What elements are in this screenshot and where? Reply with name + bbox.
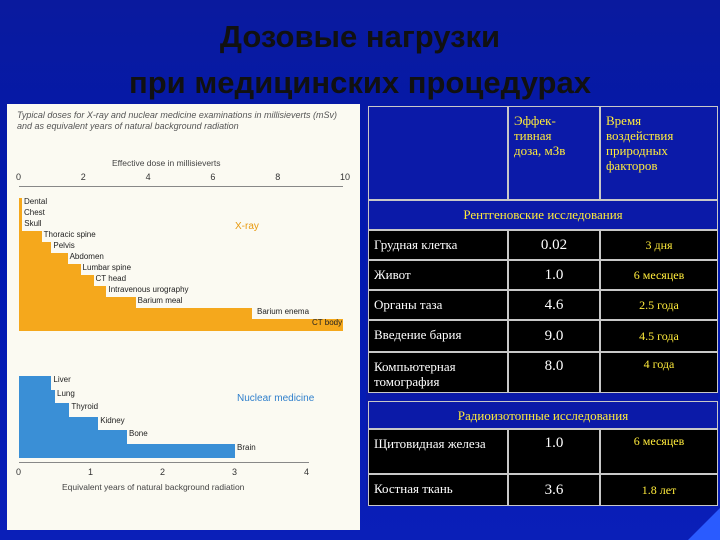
row-period: 6 месяцев [600,260,718,290]
bottom-axis-label: Equivalent years of natural background r… [62,482,245,492]
bar-label: Barium enema [257,307,310,316]
dose-figure: Typical doses for X-ray and nuclear medi… [7,104,360,530]
row-name: Грудная клетка [368,230,508,260]
row-dose: 0.02 [508,230,600,260]
bar-label: CT body [312,318,343,327]
row-period: 6 месяцев [600,429,718,474]
bar-ct-head [19,275,94,287]
corner-decoration [688,508,720,540]
bar-brain [19,443,235,458]
nuclear-section-label: Nuclear medicine [237,393,315,404]
top-tick-label: 4 [145,172,151,182]
bar-label: Thoracic spine [43,230,96,239]
row-dose: 3.6 [508,474,600,506]
section-xray: Рентгеновские исследования [368,200,718,230]
page-title: Дозовые нагрузки при медицинских процеду… [0,14,720,106]
row-dose: 4.6 [508,290,600,320]
header-time: Время воздействия природных факторов [600,106,718,200]
bar-ct-body [19,319,343,331]
bar-barium-enema [19,308,253,320]
bar-label: Pelvis [53,241,75,250]
top-tick-label: 10 [340,172,351,182]
bar-label: CT head [95,274,127,283]
row-dose: 1.0 [508,260,600,290]
title-line-2: при медицинских процедурах [129,65,591,100]
bar-dental [19,198,22,210]
bar-label: Brain [237,442,256,452]
bar-barium-meal [19,297,136,309]
bar-bone [19,430,127,445]
bar-thyroid [19,403,70,418]
bottom-tick-label: 1 [88,467,94,477]
row-name: Живот [368,260,508,290]
bar-label: Intravenous urography [108,285,189,294]
bar-label: Liver [53,375,71,384]
bar-label: Barium meal [137,296,183,305]
dose-table: Эффек- тивная доза, мЗв Время воздействи… [366,106,718,506]
bar-label: Kidney [100,415,125,425]
bar-thoracic-spine [19,231,42,243]
bottom-tick-label: 2 [160,467,166,477]
row-name: Введение бария [368,320,508,352]
row-name: Костная ткань [368,474,508,506]
xray-section-label: X-ray [235,221,259,232]
bar-chest [19,209,22,221]
bar-liver [19,376,52,391]
section-radio: Радиоизотопные исследования [368,401,718,429]
row-period: 1.8 лет [600,474,718,506]
title-line-1: Дозовые нагрузки [219,19,501,54]
bar-label: Dental [24,197,48,206]
bottom-tick-label: 0 [16,467,22,477]
bar-skull [19,220,23,232]
row-period: 2.5 года [600,290,718,320]
row-name: Органы таза [368,290,508,320]
bottom-tick-label: 4 [304,467,310,477]
row-dose: 9.0 [508,320,600,352]
top-tick-label: 0 [16,172,22,182]
row-dose: 1.0 [508,429,600,474]
bar-pelvis [19,242,52,254]
row-period: 3 дня [600,230,718,260]
bar-lumbar-spine [19,264,81,276]
bar-lung [19,389,55,404]
bar-label: Abdomen [69,252,104,261]
bottom-tick-label: 3 [232,467,238,477]
figure-caption: Typical doses for X-ray and nuclear medi… [17,110,337,131]
bar-kidney [19,416,99,431]
header-dose: Эффек- тивная доза, мЗв [508,106,600,200]
bar-label: Thyroid [71,402,99,411]
bar-label: Lung [57,388,75,398]
bar-abdomen [19,253,68,265]
bar-label: Lumbar spine [82,263,132,272]
bottom-axis-line [19,462,309,463]
header-empty-cell [368,106,508,200]
row-period: 4.5 года [600,320,718,352]
bar-label: Skull [24,219,42,228]
bar-intravenous-urography [19,286,107,298]
bar-label: Chest [24,208,45,217]
row-name: Компьютерная томография [368,352,508,393]
top-axis-label: Effective dose in millisieverts [112,158,221,168]
top-tick-label: 2 [80,172,86,182]
row-period: 4 года [600,352,718,393]
top-axis-line [19,186,343,187]
row-name: Щитовидная железа [368,429,508,474]
top-tick-label: 8 [275,172,281,182]
row-dose: 8.0 [508,352,600,393]
top-tick-label: 6 [210,172,216,182]
bar-label: Bone [129,429,148,438]
